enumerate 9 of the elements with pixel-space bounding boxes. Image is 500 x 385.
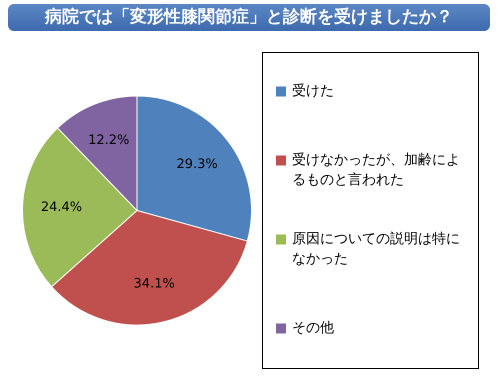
legend-label: 原因についての説明は特になかった [292, 231, 460, 268]
legend-label: 受けなかったが、加齢によるものと言われた [292, 152, 460, 188]
data-label: 29.3% [176, 157, 218, 172]
legend-label: 受けた [292, 83, 334, 100]
data-label: 34.1% [134, 276, 175, 292]
data-label: 12.2% [88, 132, 130, 148]
legend-label: その他 [292, 320, 334, 336]
chart-title: 病院では「変形性膝関節症」と診断を受けましたか？ [8, 4, 490, 31]
data-label: 24.4% [40, 200, 82, 216]
